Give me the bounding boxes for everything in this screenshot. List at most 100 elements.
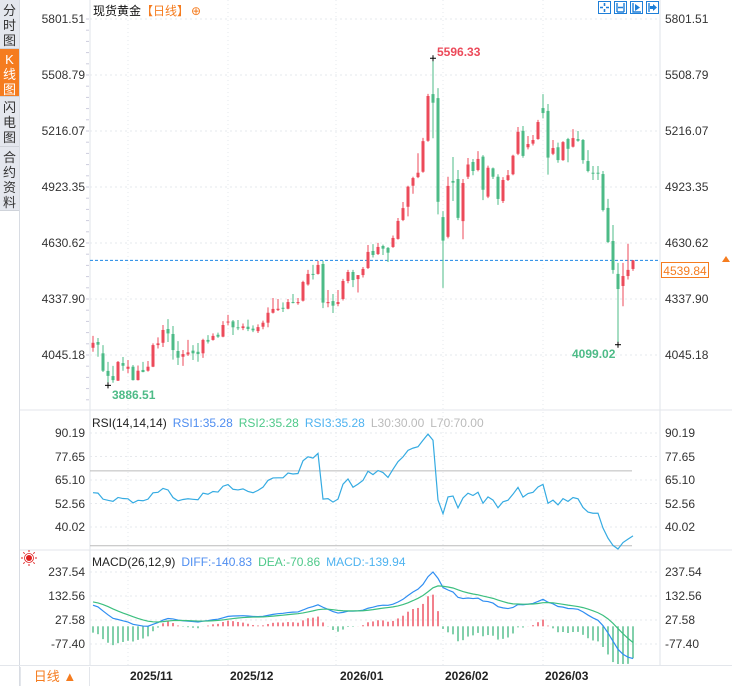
candle-down [291, 302, 295, 304]
rsi-tick-label: 52.56 [54, 496, 85, 511]
candle-up [361, 268, 365, 276]
period-label: 【日线】 [141, 4, 190, 18]
time-tick-label: 2025/12 [230, 669, 274, 683]
sun-icon[interactable] [21, 550, 37, 566]
rsi-tick-label: 52.56 [665, 496, 696, 511]
candle-down [491, 168, 495, 177]
price-tick-label: 5801.51 [665, 12, 709, 26]
candle-up [461, 183, 465, 222]
candle-up [631, 260, 635, 269]
candle-down [281, 307, 285, 309]
candle-up [446, 185, 450, 237]
diff-line [92, 571, 634, 660]
period-selector[interactable]: 日线 ▲ [20, 667, 90, 686]
rsi1-value: RSI1:35.28 [172, 416, 233, 430]
macd-tick-label: -77.40 [50, 636, 85, 651]
candle-up [266, 312, 270, 323]
candle-up [301, 281, 305, 301]
macd-tick-label: 237.54 [48, 564, 85, 579]
candle-down [601, 174, 605, 211]
candle-up [256, 327, 260, 332]
candle-up [356, 275, 360, 280]
candle-down [436, 98, 440, 202]
tab-k-line-chart[interactable]: K线图 [0, 49, 19, 97]
price-tick-label: 5508.79 [41, 67, 85, 82]
candle-down [191, 350, 195, 354]
macd-tick-label: 237.54 [665, 564, 702, 579]
tab-flash-chart[interactable]: 闪电图 [0, 97, 19, 147]
period-selector-label: 日线 [33, 669, 60, 684]
rsi-tick-label: 40.02 [665, 520, 696, 535]
time-tick-label: 2026/01 [340, 669, 384, 683]
candle-down [176, 351, 180, 358]
candle-up [306, 273, 310, 285]
candle-up [421, 141, 425, 172]
triangle-up-icon[interactable] [721, 255, 731, 263]
sidebar: 分时图 K线图 闪电图 合约资料 [0, 0, 20, 686]
macd-tick-label: -77.40 [665, 636, 700, 651]
candle-down [576, 139, 580, 141]
tab-time-chart[interactable]: 分时图 [0, 0, 19, 49]
rsi-tick-label: 77.65 [54, 449, 85, 464]
candle-up [276, 308, 280, 311]
candle-down [311, 273, 315, 275]
circle-plus-icon[interactable]: ⊕ [191, 4, 202, 18]
candle-down [581, 140, 585, 161]
go-to-end-icon[interactable] [646, 1, 659, 14]
low-annotation-left: 3886.51 [112, 388, 156, 402]
price-tick-label: 4630.62 [41, 235, 85, 250]
candle-down [231, 321, 235, 328]
candle-up [296, 302, 300, 304]
price-tick-label: 4045.18 [41, 347, 85, 362]
macd-tick-label: 132.56 [665, 588, 702, 603]
candle-up [346, 272, 350, 281]
price-tick-label: 4923.35 [41, 179, 85, 194]
candle-up [536, 122, 540, 140]
candle-up [416, 172, 420, 178]
candle-up [161, 329, 165, 343]
candle-down [566, 139, 570, 149]
candle-down [196, 351, 200, 355]
fit-range-icon[interactable] [614, 1, 627, 14]
candle-down [141, 369, 145, 373]
candle-down [101, 353, 105, 371]
rsi-line [92, 433, 634, 550]
candle-up [466, 164, 470, 177]
tab-contract-info[interactable]: 合约资料 [0, 147, 19, 211]
candle-up [146, 366, 150, 371]
price-tick-label: 5801.51 [41, 12, 85, 26]
candle-down [591, 172, 595, 174]
candle-down [381, 245, 385, 249]
candle-down [546, 110, 550, 158]
candle-down [216, 334, 220, 337]
triangle-up-icon: ▲ [63, 669, 77, 684]
candle-up [551, 148, 555, 154]
candle-down [351, 272, 355, 281]
candle-up [511, 155, 515, 175]
candle-down [611, 241, 615, 270]
time-axis [0, 665, 732, 687]
candle-down [96, 342, 100, 345]
crosshair-icon[interactable] [598, 1, 611, 14]
high-annotation: 5596.33 [437, 45, 481, 59]
price-tick-label: 4630.62 [665, 235, 709, 250]
candle-up [501, 179, 505, 202]
candle-up [186, 352, 190, 355]
candle-up [226, 321, 230, 323]
candle-up [156, 343, 160, 346]
candle-up [366, 251, 370, 268]
candle-up [241, 326, 245, 329]
play-forward-icon[interactable] [630, 1, 643, 14]
candle-up [271, 308, 275, 313]
price-tick-label: 4337.90 [665, 291, 709, 306]
candle-down [246, 326, 250, 330]
candle-up [181, 354, 185, 357]
candle-down [166, 329, 170, 334]
price-tick-label: 4045.18 [665, 347, 709, 362]
candle-up [626, 269, 630, 277]
candle-up [621, 276, 625, 286]
diff-value: DIFF:-140.83 [181, 555, 253, 569]
candle-down [541, 108, 545, 114]
candle-down [386, 247, 390, 253]
